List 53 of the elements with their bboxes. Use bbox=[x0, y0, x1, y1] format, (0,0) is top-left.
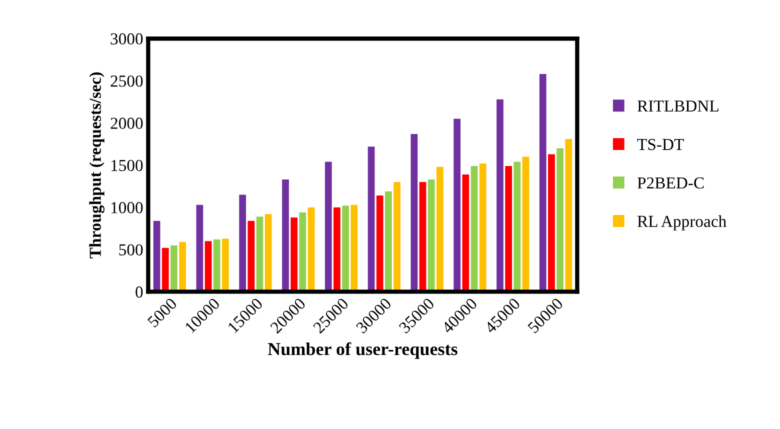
bar bbox=[170, 245, 178, 292]
bar bbox=[368, 146, 375, 292]
y-tick-label: 0 bbox=[136, 286, 143, 298]
bar bbox=[256, 216, 264, 292]
bar bbox=[479, 163, 486, 292]
bar bbox=[428, 180, 435, 292]
bar bbox=[282, 180, 289, 292]
legend-label: TS-DT bbox=[637, 138, 684, 150]
legend-label: RL Approach bbox=[637, 215, 726, 230]
y-axis-title: Throughput (requests/sec) bbox=[89, 72, 104, 258]
bar bbox=[410, 134, 418, 292]
bar bbox=[308, 207, 315, 292]
bar bbox=[462, 174, 470, 292]
x-axis-title: Number of user-requests bbox=[268, 342, 458, 359]
bar bbox=[394, 182, 400, 292]
bar bbox=[264, 214, 272, 292]
y-tick-label: 1500 bbox=[111, 160, 143, 172]
bar bbox=[514, 162, 521, 292]
y-tick-label: 2500 bbox=[110, 75, 143, 87]
bar bbox=[539, 74, 546, 292]
bar bbox=[153, 220, 160, 292]
bar bbox=[376, 196, 384, 292]
bar bbox=[222, 238, 229, 292]
y-tick-label: 3000 bbox=[110, 33, 143, 45]
bar bbox=[350, 204, 358, 292]
bar bbox=[385, 191, 392, 292]
bar bbox=[204, 241, 212, 292]
bar bbox=[290, 217, 298, 292]
bar bbox=[342, 206, 349, 292]
bar bbox=[324, 162, 332, 292]
y-tick-label: 500 bbox=[119, 244, 143, 256]
bar bbox=[334, 207, 340, 292]
bar bbox=[213, 239, 220, 292]
bar bbox=[522, 156, 530, 292]
bar bbox=[505, 166, 512, 292]
bar bbox=[556, 148, 564, 292]
bar bbox=[248, 220, 255, 292]
y-tick-label: 1000 bbox=[111, 202, 143, 214]
bar bbox=[470, 166, 478, 292]
bar bbox=[239, 194, 246, 292]
bar bbox=[196, 204, 204, 292]
bar bbox=[496, 99, 504, 292]
legend-label: RITLBDNL bbox=[637, 100, 718, 112]
bar bbox=[436, 166, 444, 292]
y-tick-label: 2000 bbox=[110, 118, 143, 129]
bar bbox=[548, 154, 555, 292]
legend-label: P2BED-C bbox=[637, 177, 704, 189]
bar bbox=[299, 212, 306, 292]
bar bbox=[419, 182, 426, 292]
bar bbox=[162, 248, 169, 292]
bar bbox=[179, 242, 186, 292]
bar bbox=[565, 139, 572, 292]
bar bbox=[454, 118, 461, 292]
